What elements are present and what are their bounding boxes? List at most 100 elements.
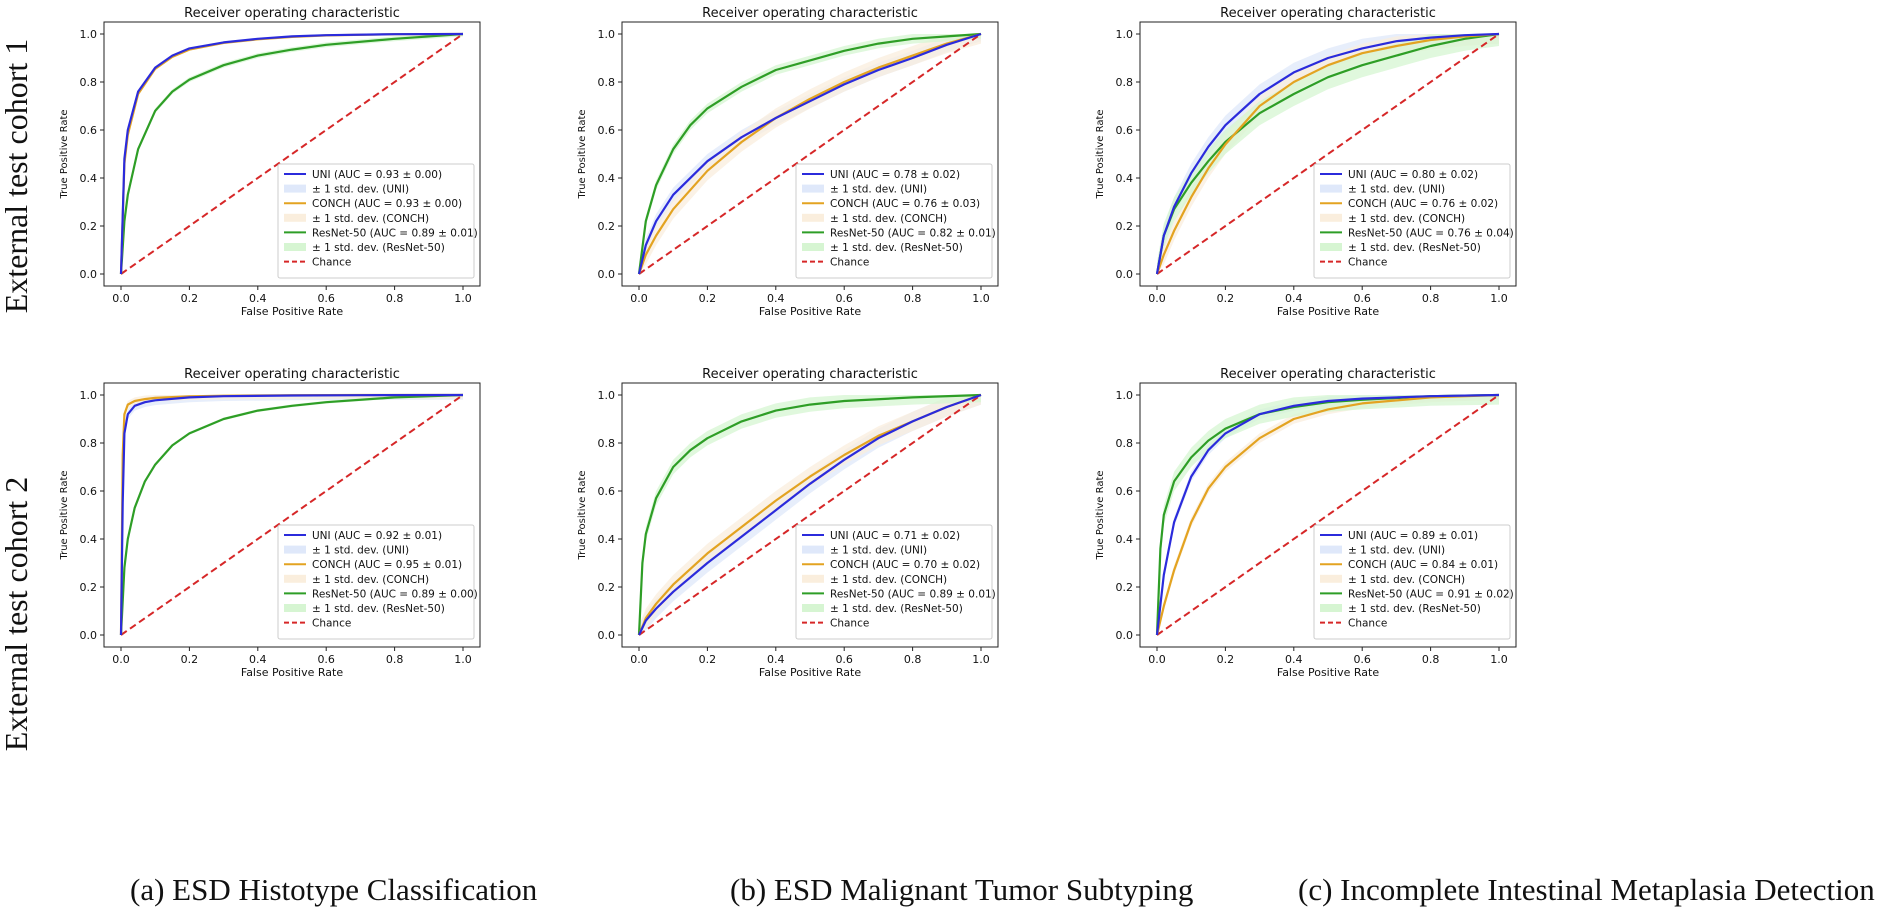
legend: UNI (AUC = 0.93 ± 0.00) ± 1 std. dev. (UN… [277,163,478,279]
legend: UNI (AUC = 0.92 ± 0.01) ± 1 std. dev. (UN… [277,524,478,640]
y-axis-label: True Positive Rate [577,470,588,560]
x-axis-label: False Positive Rate [759,305,861,318]
x-tick-label: 0.2 [181,653,199,666]
legend-entry: ± 1 std. dev. (CONCH) [830,213,947,225]
chance-line [1156,394,1500,636]
x-tick-label: 0.2 [1217,653,1235,666]
x-tick-label: 1.0 [1490,292,1508,305]
y-tick-label: 0.4 [1116,533,1134,546]
legend-entry: ResNet-50 (AUC = 0.91 ± 0.02) [1348,588,1514,600]
legend-entry: ± 1 std. dev. (CONCH) [312,213,429,225]
legend-swatch-band [802,604,824,612]
y-tick-label: 0.8 [1116,437,1134,450]
caption-a: (a) ESD Histotype Classification [130,872,538,907]
y-tick-label: 0.6 [1116,485,1134,498]
caption-b: (b) ESD Malignant Tumor Subtyping [730,872,1194,907]
x-tick-label: 1.0 [972,653,990,666]
x-axis-label: False Positive Rate [241,305,343,318]
roc-line-resnet-50 [119,32,464,275]
std-band-resnet-50 [639,34,981,274]
roc-line-uni [119,32,464,275]
x-axis-label: False Positive Rate [1277,305,1379,318]
y-tick-label: 1.0 [1116,28,1134,41]
legend-entry: UNI (AUC = 0.71 ± 0.02) [830,530,960,542]
y-tick-label: 0.6 [1116,124,1134,137]
x-tick-label: 0.2 [699,653,717,666]
x-tick-label: 0.4 [249,292,267,305]
y-tick-label: 1.0 [598,28,616,41]
legend-entry: ± 1 std. dev. (ResNet-50) [1348,242,1481,254]
x-tick-label: 0.8 [904,653,922,666]
legend-entry: CONCH (AUC = 0.93 ± 0.00) [312,198,462,210]
legend-entry: ± 1 std. dev. (UNI) [1348,184,1445,196]
y-tick-label: 0.0 [1116,268,1134,281]
roc-line-uni [1155,393,1500,636]
chart-title: Receiver operating characteristic [702,6,918,21]
legend: UNI (AUC = 0.78 ± 0.02) ± 1 std. dev. (UN… [795,163,996,279]
legend-entry: ResNet-50 (AUC = 0.82 ± 0.01) [830,227,996,239]
legend-entry: CONCH (AUC = 0.84 ± 0.01) [1348,559,1498,571]
y-axis-label: True Positive Rate [1095,470,1106,560]
legend-entry: Chance [312,618,351,630]
y-axis-label: True Positive Rate [59,109,70,199]
roc-line-uni [119,393,464,636]
legend-box [1313,163,1511,279]
legend-entry: ± 1 std. dev. (UNI) [830,545,927,557]
std-band-uni [639,34,981,274]
legend-entry: ± 1 std. dev. (ResNet-50) [312,242,445,254]
roc-line-resnet-50 [1155,32,1500,275]
y-tick-label: 0.8 [1116,76,1134,89]
y-tick-label: 0.8 [598,437,616,450]
legend-swatch-band [284,604,306,612]
y-tick-label: 0.6 [80,485,98,498]
roc-panel-4: Receiver operating characteristic 0.0 0.2 0… [59,367,481,679]
legend-swatch-band [284,574,306,583]
x-tick-label: 0.0 [1148,292,1166,305]
x-tick-label: 0.8 [1422,653,1440,666]
legend-swatch-band [1320,545,1342,554]
x-tick-label: 0.6 [1353,292,1371,305]
y-tick-label: 0.8 [598,76,616,89]
x-tick-label: 1.0 [1490,653,1508,666]
legend-swatch-band [284,545,306,554]
x-tick-label: 1.0 [454,292,472,305]
legend-swatch-band [802,243,824,251]
legend-swatch-band [1320,213,1342,222]
y-tick-label: 1.0 [80,28,98,41]
legend-swatch-band [802,545,824,554]
legend-swatch-band [284,243,306,251]
y-axis-label: True Positive Rate [1095,109,1106,199]
x-tick-label: 0.2 [181,292,199,305]
x-tick-label: 1.0 [454,653,472,666]
y-tick-label: 0.4 [598,172,616,185]
legend-entry: ResNet-50 (AUC = 0.89 ± 0.01) [312,227,478,239]
legend-entry: ResNet-50 (AUC = 0.89 ± 0.01) [830,588,996,600]
legend: UNI (AUC = 0.80 ± 0.02) ± 1 std. dev. (UN… [1313,163,1514,279]
legend-entry: ± 1 std. dev. (UNI) [312,545,409,557]
legend-box [795,524,993,640]
legend-entry: CONCH (AUC = 0.76 ± 0.02) [1348,198,1498,210]
roc-line-resnet-50 [119,393,464,636]
legend-swatch-band [1320,574,1342,583]
y-tick-label: 0.8 [80,76,98,89]
x-tick-label: 0.8 [1422,292,1440,305]
std-band-resnet-50 [1157,34,1499,274]
legend-box [795,163,993,279]
x-tick-label: 0.2 [699,292,717,305]
y-tick-label: 0.2 [1116,581,1134,594]
row-label-cohort-2: External test cohort 2 [0,476,34,752]
chance-line [638,33,982,275]
y-tick-label: 0.8 [80,437,98,450]
roc-line-conch [1155,393,1500,636]
roc-line-uni [638,393,982,636]
x-tick-label: 0.6 [1353,653,1371,666]
y-tick-label: 0.6 [80,124,98,137]
legend-entry: ± 1 std. dev. (CONCH) [1348,213,1465,225]
x-tick-label: 0.4 [1285,292,1303,305]
x-tick-label: 0.4 [1285,653,1303,666]
legend-entry: ± 1 std. dev. (UNI) [1348,545,1445,557]
x-tick-label: 0.6 [835,292,853,305]
legend-entry: ± 1 std. dev. (UNI) [830,184,927,196]
chart-title: Receiver operating characteristic [184,6,400,21]
x-tick-label: 0.8 [386,653,404,666]
